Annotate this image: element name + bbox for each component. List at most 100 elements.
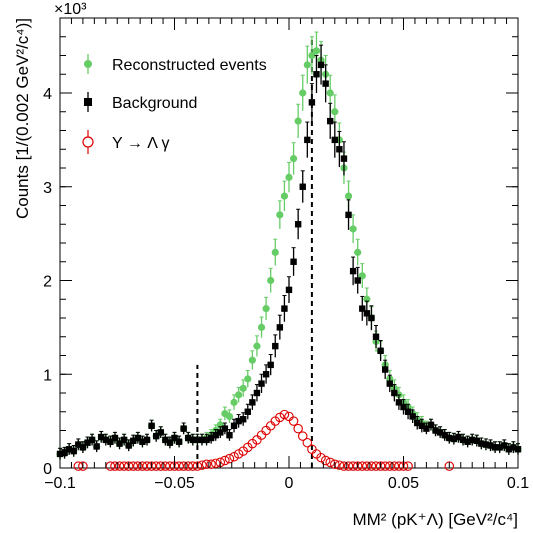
data-point	[496, 444, 503, 451]
data-point	[257, 323, 266, 331]
data-point	[336, 146, 343, 153]
legend-label: Reconstructed events	[112, 57, 267, 74]
data-point	[137, 461, 148, 471]
data-point	[248, 356, 256, 364]
data-point	[162, 436, 169, 444]
data-point	[352, 461, 363, 471]
y-tick-label: 4	[43, 86, 52, 103]
data-point	[432, 427, 439, 434]
data-point	[308, 51, 316, 60]
data-point	[79, 444, 87, 451]
data-point	[78, 461, 88, 471]
data-point	[84, 439, 91, 446]
data-point	[372, 333, 380, 340]
data-point	[271, 248, 279, 256]
data-point	[368, 314, 375, 322]
data-point	[491, 444, 499, 451]
series-filled-square	[56, 44, 522, 460]
data-point	[281, 305, 288, 312]
data-point	[123, 461, 134, 471]
data-point	[239, 384, 247, 392]
data-point	[120, 436, 128, 444]
data-point	[157, 429, 164, 436]
data-point	[285, 286, 293, 294]
y-tick-label: 2	[43, 274, 52, 291]
data-point	[134, 434, 142, 442]
data-point	[201, 459, 212, 469]
plot-frame	[59, 17, 519, 469]
x-tick-label: 0.05	[388, 475, 419, 492]
data-point	[288, 416, 299, 426]
data-point	[299, 183, 306, 190]
data-point	[146, 461, 157, 471]
data-point	[276, 324, 284, 331]
data-point	[349, 225, 357, 233]
data-point	[344, 192, 353, 200]
legend-marker	[82, 136, 94, 148]
data-point	[363, 310, 371, 317]
data-point	[317, 61, 325, 69]
data-point	[75, 441, 82, 448]
data-point	[130, 437, 137, 445]
data-point	[139, 438, 146, 445]
data-point	[235, 391, 243, 399]
x-tick-label: 0	[285, 475, 294, 492]
data-point	[183, 461, 193, 471]
data-point	[345, 211, 352, 219]
data-point	[249, 399, 256, 406]
legend-marker	[84, 98, 92, 106]
cut-lines	[196, 36, 313, 468]
data-point	[414, 419, 421, 427]
data-point	[330, 459, 340, 469]
data-point	[133, 461, 143, 471]
data-point	[505, 446, 513, 453]
data-point	[220, 455, 230, 466]
data-point	[56, 450, 64, 458]
legend-label: Background	[112, 95, 197, 112]
x-tick-label: −0.05	[154, 475, 195, 492]
data-point	[391, 389, 398, 397]
data-point	[253, 342, 261, 350]
data-point	[316, 452, 326, 463]
data-point	[297, 431, 308, 441]
data-point	[279, 409, 290, 420]
data-point	[265, 421, 276, 431]
data-point	[156, 461, 166, 471]
data-point	[404, 408, 412, 415]
data-point	[303, 61, 311, 69]
data-point	[229, 451, 239, 462]
data-point	[225, 412, 234, 421]
data-point	[446, 434, 453, 442]
data-point	[207, 434, 215, 442]
data-point	[381, 366, 389, 373]
data-point	[175, 438, 183, 445]
data-point	[455, 433, 462, 441]
data-point	[230, 422, 238, 430]
data-point	[487, 442, 494, 449]
data-point	[226, 431, 233, 439]
data-point	[262, 305, 270, 313]
data-point	[308, 99, 316, 106]
data-point	[189, 436, 197, 444]
data-point	[148, 422, 155, 430]
data-point	[501, 442, 508, 449]
data-point	[313, 71, 320, 78]
data-point	[354, 277, 361, 284]
data-point	[322, 80, 329, 87]
data-point	[235, 417, 242, 425]
data-point	[267, 361, 274, 369]
y-tick-label: 0	[43, 461, 52, 478]
data-point	[366, 461, 377, 471]
legend-marker	[84, 60, 92, 68]
data-point	[293, 423, 303, 434]
data-point	[107, 438, 114, 445]
data-point	[362, 461, 372, 471]
data-point	[233, 449, 244, 459]
data-point	[240, 416, 247, 423]
data-point	[349, 267, 357, 275]
data-point	[192, 461, 203, 471]
data-point	[385, 461, 395, 471]
data-point	[343, 461, 354, 471]
data-point	[253, 389, 261, 397]
